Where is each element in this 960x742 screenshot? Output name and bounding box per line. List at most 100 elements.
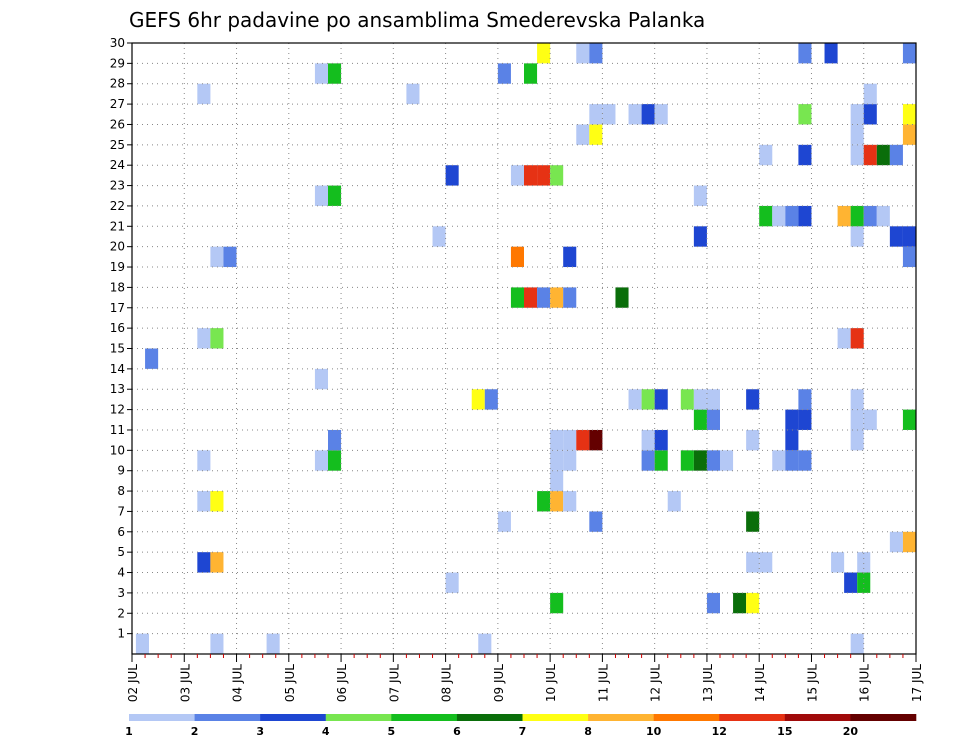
ensemble-cell (563, 287, 577, 308)
ensemble-cell (693, 409, 707, 430)
ensemble-cell (589, 124, 603, 145)
colorbar-label: 1 (125, 725, 133, 738)
x-tick-label: 04 JUL (231, 664, 245, 702)
colorbar-segment (194, 714, 261, 721)
x-tick-label: 12 JUL (649, 664, 663, 702)
ensemble-cell (135, 633, 149, 654)
ensemble-cell (497, 511, 511, 532)
ensemble-cell (746, 511, 760, 532)
x-tick-label: 03 JUL (178, 664, 192, 702)
ensemble-cell (746, 552, 760, 573)
ensemble-cell (328, 429, 342, 451)
colorbar-label: 7 (519, 725, 527, 738)
y-tick-label: 22 (110, 199, 125, 213)
ensemble-cell (889, 226, 903, 247)
ensemble-cell (706, 389, 720, 410)
colorbar-segment (522, 714, 589, 721)
y-axis: 1234567891011121314151617181920212223242… (110, 36, 132, 641)
ensemble-cell (510, 287, 524, 308)
ensemble-cell (798, 409, 812, 430)
x-tick-label: 11 JUL (596, 664, 610, 702)
ensemble-cell (857, 552, 871, 573)
ensemble-cell (902, 124, 916, 145)
ensemble-cell (772, 205, 786, 227)
colorbar-segment (325, 714, 392, 721)
ensemble-cell (223, 246, 237, 268)
ensemble-cell (445, 165, 459, 186)
x-tick-label: 05 JUL (283, 664, 297, 702)
y-tick-label: 4 (117, 566, 125, 580)
y-tick-label: 8 (117, 484, 125, 498)
y-tick-label: 13 (110, 382, 125, 396)
ensemble-cell (145, 348, 159, 369)
ensemble-cell (785, 429, 799, 451)
ensemble-cell (314, 185, 328, 206)
ensemble-cell (902, 226, 916, 247)
ensemble-cell (857, 572, 871, 593)
ensemble-cell (746, 389, 760, 410)
colorbar-label: 8 (584, 725, 592, 738)
ensemble-cell (550, 592, 564, 614)
ensemble-cell (902, 104, 916, 125)
colorbar-label: 6 (453, 725, 461, 738)
colorbar-label: 20 (843, 725, 859, 738)
ensemble-cell (550, 491, 564, 512)
colorbar: 1 2 3 4 5 6 7 8 10 12 15 20 (125, 714, 917, 738)
ensemble-cell (759, 144, 773, 166)
ensemble-cell (759, 205, 773, 227)
ensemble-cell (798, 104, 812, 125)
ensemble-cell (563, 429, 577, 451)
colorbar-segment (129, 714, 195, 721)
ensemble-cell (654, 104, 668, 125)
ensemble-cell (693, 226, 707, 247)
x-tick-label: 13 JUL (701, 664, 715, 702)
y-tick-label: 29 (110, 56, 125, 70)
ensemble-cell (328, 450, 342, 471)
ensemble-cell (759, 552, 773, 573)
x-tick-label: 07 JUL (387, 664, 401, 702)
ensemble-cell (798, 389, 812, 410)
ensemble-cell (693, 450, 707, 471)
ensemble-cell (798, 43, 812, 64)
colorbar-label: 4 (322, 725, 330, 738)
ensemble-cell (850, 104, 864, 125)
y-tick-label: 24 (110, 158, 125, 172)
ensemble-cell (537, 43, 551, 64)
ensemble-cell (563, 450, 577, 471)
ensemble-cell (746, 429, 760, 451)
x-tick-label: 10 JUL (544, 664, 558, 702)
ensemble-cell (537, 491, 551, 512)
ensemble-cell (706, 592, 720, 614)
ensemble-cell (798, 450, 812, 471)
ensemble-cell (693, 389, 707, 410)
ensemble-cell (902, 531, 916, 553)
ensemble-cell (850, 429, 864, 451)
colorbar-segment (588, 714, 654, 721)
colorbar-segment (260, 714, 327, 721)
x-tick-label: 09 JUL (492, 664, 506, 702)
ensemble-cell (654, 429, 668, 451)
ensemble-cell (889, 144, 903, 166)
y-tick-label: 7 (117, 504, 125, 518)
ensemble-cell (563, 491, 577, 512)
colorbar-label: 15 (777, 725, 792, 738)
ensemble-cell (210, 633, 224, 654)
ensemble-cell (328, 185, 342, 206)
ensemble-cell (720, 450, 734, 471)
ensemble-cell (563, 246, 577, 268)
ensemble-cell (863, 83, 877, 105)
ensemble-cell (850, 328, 864, 349)
ensemble-cell (693, 185, 707, 206)
ensemble-cell (576, 43, 590, 64)
ensemble-cell (641, 104, 655, 125)
colorbar-segment (653, 714, 720, 721)
ensemble-cell (210, 246, 224, 268)
x-tick-label: 02 JUL (126, 664, 140, 702)
ensemble-cell (445, 572, 459, 593)
ensemble-cell (197, 328, 211, 349)
ensemble-cell (550, 165, 564, 186)
ensemble-cell (497, 63, 511, 84)
y-tick-label: 27 (110, 97, 125, 111)
ensemble-cell (510, 165, 524, 186)
